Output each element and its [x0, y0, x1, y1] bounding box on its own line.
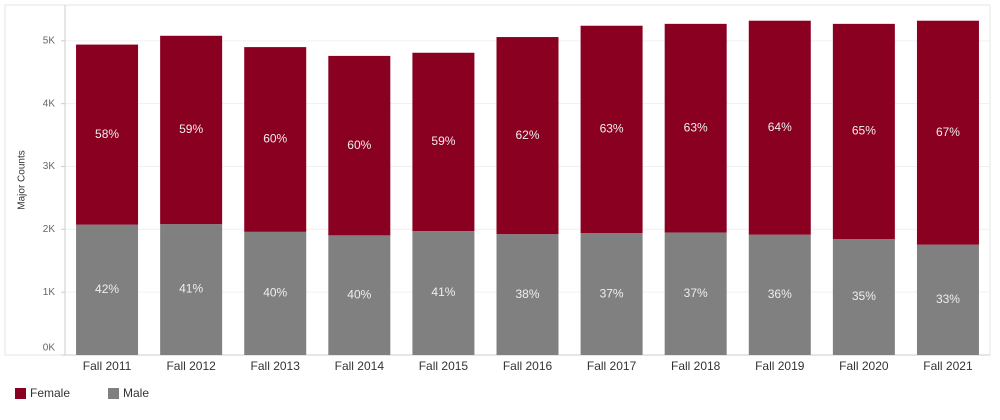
percent-label: 38%: [515, 287, 539, 301]
bar-segment: [76, 224, 139, 355]
bar-segment: [748, 20, 811, 235]
percent-label: 60%: [263, 132, 287, 146]
percent-label: 41%: [431, 285, 455, 299]
percent-label: 60%: [347, 138, 371, 152]
percent-label: 58%: [95, 127, 119, 141]
bar-segment: [160, 224, 223, 355]
x-tick-label: Fall 2021: [923, 359, 973, 373]
y-tick-label: 3K: [43, 161, 56, 172]
bar-segment: [916, 20, 979, 245]
percent-label: 42%: [95, 282, 119, 296]
percent-label: 37%: [600, 286, 624, 300]
bar-segment: [244, 231, 307, 355]
y-axis-title: Major Counts: [17, 150, 28, 209]
x-tick-label: Fall 2015: [419, 359, 469, 373]
percent-label: 59%: [431, 134, 455, 148]
bar-segment: [160, 35, 223, 225]
y-tick-label: 4K: [43, 98, 56, 109]
percent-label: 40%: [263, 286, 287, 300]
bar-segment: [328, 55, 391, 236]
percent-label: 40%: [347, 287, 371, 301]
bar-segment: [664, 232, 727, 355]
percent-label: 35%: [852, 289, 876, 303]
percent-label: 41%: [179, 282, 203, 296]
bar-segment: [580, 25, 643, 234]
bar-segment: [412, 52, 475, 232]
percent-label: 36%: [768, 287, 792, 301]
x-tick-label: Fall 2020: [839, 359, 889, 373]
bar-segment: [748, 234, 811, 355]
bar-segment: [580, 233, 643, 355]
bar-segment: [832, 23, 895, 240]
bar-segment: [496, 234, 559, 355]
percent-label: 64%: [768, 120, 792, 134]
y-tick-label: 2K: [43, 224, 56, 235]
y-tick-label: 0K: [43, 343, 56, 354]
x-tick-label: Fall 2011: [83, 359, 132, 373]
legend-swatch: [108, 388, 119, 399]
y-tick-label: 5K: [43, 35, 56, 46]
legend-label: Female: [30, 386, 70, 400]
bar-segment: [412, 231, 475, 355]
bar-segment: [664, 23, 727, 233]
percent-label: 37%: [684, 286, 708, 300]
legend-label: Male: [123, 386, 149, 400]
percent-label: 62%: [515, 128, 539, 142]
percent-label: 65%: [852, 124, 876, 138]
x-tick-label: Fall 2017: [587, 359, 637, 373]
x-tick-label: Fall 2019: [755, 359, 805, 373]
percent-label: 67%: [936, 125, 960, 139]
percent-label: 33%: [936, 292, 960, 306]
y-tick-label: 1K: [43, 287, 56, 298]
x-tick-label: Fall 2013: [251, 359, 301, 373]
bar-segment: [916, 244, 979, 355]
bar-segment: [328, 235, 391, 355]
percent-label: 59%: [179, 122, 203, 136]
x-tick-label: Fall 2012: [166, 359, 216, 373]
bar-segment: [76, 44, 139, 225]
percent-label: 63%: [600, 122, 624, 136]
bar-segment: [244, 47, 307, 232]
x-tick-label: Fall 2014: [335, 359, 385, 373]
percent-label: 63%: [684, 120, 708, 134]
x-tick-label: Fall 2016: [503, 359, 553, 373]
legend-swatch: [15, 388, 26, 399]
x-tick-label: Fall 2018: [671, 359, 721, 373]
bar-segment: [496, 37, 559, 235]
bar-segment: [832, 239, 895, 355]
